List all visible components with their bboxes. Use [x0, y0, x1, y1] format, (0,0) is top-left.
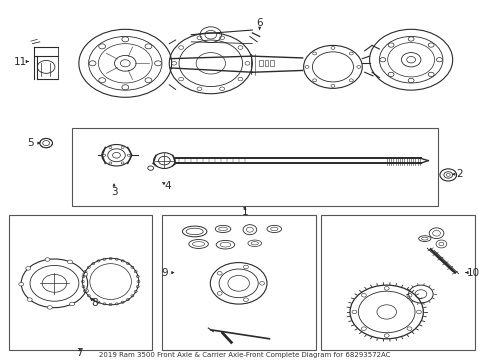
- Circle shape: [388, 72, 394, 77]
- Bar: [162, 215, 316, 350]
- Circle shape: [197, 36, 202, 40]
- Text: 1: 1: [242, 207, 248, 217]
- Bar: [265, 60, 269, 66]
- Bar: [270, 60, 274, 66]
- Circle shape: [84, 289, 89, 293]
- Text: 11: 11: [14, 57, 27, 67]
- Circle shape: [103, 154, 106, 156]
- Text: 6: 6: [256, 18, 263, 28]
- Text: 2019 Ram 3500 Front Axle & Carrier Axle-Front Complete Diagram for 68293572AC: 2019 Ram 3500 Front Axle & Carrier Axle-…: [99, 352, 391, 358]
- Circle shape: [197, 87, 202, 91]
- Circle shape: [48, 306, 52, 309]
- Bar: [259, 60, 263, 66]
- Circle shape: [68, 260, 73, 264]
- Circle shape: [145, 44, 152, 49]
- Circle shape: [428, 72, 434, 77]
- Circle shape: [238, 77, 243, 81]
- Circle shape: [352, 310, 357, 314]
- Circle shape: [416, 310, 421, 314]
- Circle shape: [362, 293, 367, 297]
- Circle shape: [122, 37, 129, 42]
- Text: 8: 8: [92, 298, 98, 308]
- Text: 3: 3: [111, 187, 118, 197]
- Circle shape: [179, 77, 184, 81]
- Circle shape: [220, 36, 224, 40]
- Circle shape: [349, 79, 353, 82]
- Circle shape: [155, 61, 161, 66]
- Circle shape: [384, 334, 389, 337]
- Circle shape: [217, 271, 222, 275]
- Circle shape: [19, 282, 24, 286]
- Circle shape: [260, 282, 265, 285]
- Circle shape: [244, 298, 248, 301]
- Circle shape: [109, 162, 112, 164]
- Circle shape: [349, 52, 353, 55]
- Circle shape: [45, 258, 50, 261]
- Text: 2: 2: [457, 169, 464, 179]
- Circle shape: [362, 327, 367, 330]
- Circle shape: [98, 78, 105, 83]
- Circle shape: [408, 78, 414, 83]
- Circle shape: [27, 298, 32, 301]
- Text: 10: 10: [467, 267, 480, 278]
- Circle shape: [428, 43, 434, 47]
- Circle shape: [70, 302, 74, 306]
- Text: 5: 5: [27, 138, 34, 148]
- Circle shape: [220, 87, 224, 91]
- Circle shape: [121, 147, 124, 149]
- Circle shape: [313, 52, 317, 55]
- Circle shape: [384, 287, 389, 290]
- Bar: [9, 215, 152, 350]
- Circle shape: [121, 162, 124, 164]
- Circle shape: [238, 46, 243, 49]
- Circle shape: [109, 147, 112, 149]
- Circle shape: [172, 62, 176, 65]
- Circle shape: [98, 44, 105, 49]
- Circle shape: [244, 265, 248, 269]
- Ellipse shape: [90, 264, 131, 300]
- Circle shape: [305, 66, 309, 68]
- Bar: [72, 128, 438, 206]
- Circle shape: [313, 79, 317, 82]
- Text: 9: 9: [162, 267, 168, 278]
- Circle shape: [217, 292, 222, 295]
- Bar: [321, 215, 475, 350]
- Circle shape: [331, 46, 335, 49]
- Circle shape: [357, 66, 361, 68]
- Circle shape: [26, 266, 31, 270]
- Circle shape: [245, 62, 250, 65]
- Circle shape: [408, 37, 414, 41]
- Circle shape: [145, 78, 152, 83]
- Circle shape: [437, 58, 442, 62]
- Circle shape: [380, 58, 386, 62]
- Circle shape: [127, 154, 130, 156]
- Circle shape: [89, 61, 96, 66]
- Text: 4: 4: [165, 181, 171, 191]
- Circle shape: [83, 273, 88, 276]
- Circle shape: [407, 327, 412, 330]
- Circle shape: [179, 46, 184, 49]
- Circle shape: [407, 293, 412, 297]
- Circle shape: [122, 85, 129, 90]
- Circle shape: [388, 43, 394, 47]
- Text: 7: 7: [76, 348, 83, 358]
- Circle shape: [331, 84, 335, 87]
